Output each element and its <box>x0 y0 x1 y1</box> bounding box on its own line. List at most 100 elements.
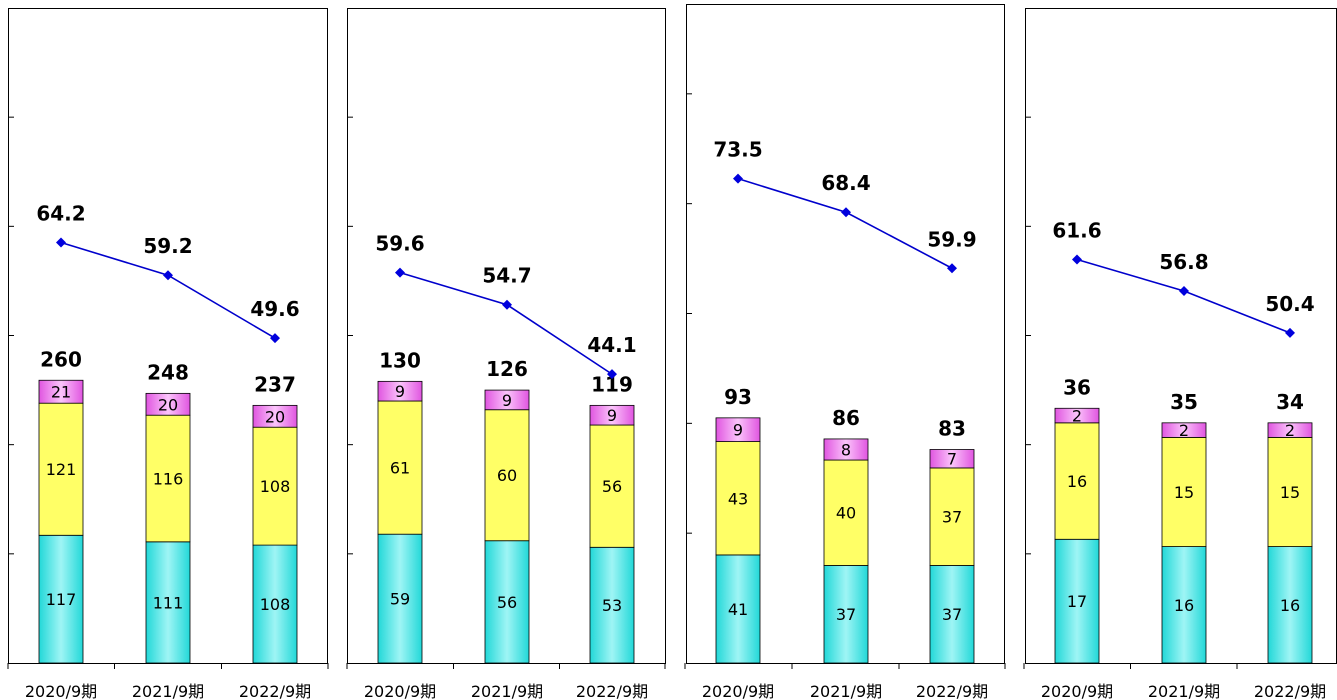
line-point <box>395 267 405 278</box>
line-point <box>1072 254 1082 265</box>
line-point-label: 68.4 <box>821 171 870 195</box>
bar-segment-middle-label: 121 <box>46 460 77 479</box>
bar-segment-top-label: 21 <box>51 383 71 402</box>
bar-segment-middle-label: 56 <box>602 477 622 496</box>
bar-total-label: 248 <box>147 360 189 384</box>
bar-total-label: 83 <box>938 416 966 440</box>
line-point <box>733 173 743 184</box>
bar-segment-bottom-label: 16 <box>1280 596 1300 615</box>
bar-segment-bottom <box>715 554 761 664</box>
line-point-label: 56.8 <box>1159 250 1208 274</box>
bar-segment-middle-label: 16 <box>1067 472 1087 491</box>
bar-segment-top <box>252 404 298 428</box>
bar-segment-bottom-label: 17 <box>1067 592 1087 611</box>
x-tick-label: 2021/9期 <box>810 682 882 700</box>
line-point-label: 61.6 <box>1052 219 1101 243</box>
x-tick-label: 2021/9期 <box>132 682 204 700</box>
bar-total-label: 260 <box>40 347 82 371</box>
bar-segment-bottom <box>823 565 869 664</box>
bar-segment-middle-label: 116 <box>153 470 184 489</box>
bar-segment-middle-label: 15 <box>1174 483 1194 502</box>
chart-panel-2: 596191302020/9期566091262021/9期5356911920… <box>346 8 666 700</box>
bar-segment-middle <box>145 414 191 543</box>
x-tick-label: 2022/9期 <box>1254 682 1326 700</box>
line-point <box>502 299 512 310</box>
bar-segment-top <box>1161 422 1207 438</box>
chart-panel-1: 117 121 21 260 2020/9期 111 116 20 248 2021/9期 108 1… <box>7 8 329 700</box>
bar-segment-bottom <box>484 540 530 664</box>
bar-segment-bottom <box>929 565 975 664</box>
x-tick-label: 2020/9期 <box>702 682 774 700</box>
bar-segment-middle-label: 108 <box>260 477 291 496</box>
line-point <box>607 369 617 380</box>
bar-segment-middle <box>1161 436 1207 547</box>
line-point <box>1179 285 1189 296</box>
line-point <box>270 333 280 344</box>
line-point-label: 59.9 <box>927 227 976 251</box>
bar-segment-top <box>38 379 84 404</box>
bar-segment-top-label: 2 <box>1179 421 1189 440</box>
bar-segment-top <box>377 380 423 402</box>
bar-segment-bottom-label: 37 <box>836 605 856 624</box>
bar-segment-middle <box>377 400 423 535</box>
line-point <box>1285 327 1295 338</box>
bar-segment-bottom <box>1161 546 1207 664</box>
line-point-label: 73.5 <box>713 138 762 162</box>
bar-segment-top <box>145 392 191 416</box>
chart-panel-4: 17 16 2 36 2020/9期 16 15 2 35 2021/9期 16 15 2 34 2022/… <box>1023 8 1337 700</box>
line-point <box>163 270 173 281</box>
bar-segment-top <box>589 404 635 426</box>
bar-total-label: 237 <box>254 372 296 396</box>
bar-segment-middle-label: 60 <box>497 466 517 485</box>
line-point-label: 50.4 <box>1265 292 1314 316</box>
bar-segment-top <box>1267 422 1313 438</box>
bar-segment-top-label: 8 <box>841 440 851 459</box>
line-point <box>841 207 851 218</box>
line-point-label: 54.7 <box>482 264 531 288</box>
bar-total-label: 35 <box>1170 390 1198 414</box>
line-point-label: 49.6 <box>250 297 299 321</box>
bar-segment-bottom-label: 41 <box>728 600 748 619</box>
bar-segment-top <box>1054 407 1100 424</box>
bar-total-label: 130 <box>379 348 421 372</box>
bar-total-label: 93 <box>724 385 752 409</box>
bar-segment-bottom <box>38 534 84 664</box>
line-point-label: 44.1 <box>587 333 636 357</box>
bar-segment-bottom-label: 56 <box>497 593 517 612</box>
bar-segment-middle <box>823 459 869 566</box>
bar-segment-top <box>484 389 530 411</box>
line-point <box>56 237 66 248</box>
bar-segment-middle <box>589 424 635 548</box>
bar-segment-bottom-label: 108 <box>260 595 291 614</box>
bar-segment-bottom <box>1267 546 1313 664</box>
x-tick-label: 2020/9期 <box>25 682 97 700</box>
chart-panel-3: 41 43 9 93 2020/9期 37 40 8 86 2021/9期 37 37 7 83 2022/… <box>684 4 1006 700</box>
bar-segment-top-label: 9 <box>733 421 743 440</box>
x-tick-label: 2022/9期 <box>916 682 988 700</box>
bar-segment-bottom <box>252 544 298 664</box>
x-tick-label: 2020/9期 <box>1041 682 1113 700</box>
bar-segment-top <box>823 438 869 461</box>
bar-segment-top <box>715 417 761 442</box>
line-point-label: 59.2 <box>143 234 192 258</box>
x-tick-label: 2022/9期 <box>576 682 648 700</box>
bar-total-label: 36 <box>1063 375 1091 399</box>
bar-total-label: 126 <box>486 357 528 381</box>
bar-segment-top-label: 20 <box>265 407 285 426</box>
bar-segment-middle <box>38 402 84 536</box>
x-tick-label: 2022/9期 <box>239 682 311 700</box>
bar-segment-bottom <box>377 533 423 664</box>
bar-segment-bottom-label: 117 <box>46 590 77 609</box>
line-point-label: 59.6 <box>375 232 424 256</box>
bar-segment-middle-label: 43 <box>728 489 748 508</box>
bar-segment-middle-label: 37 <box>942 508 962 527</box>
bar-segment-bottom-label: 16 <box>1174 596 1194 615</box>
bar-segment-top-label: 2 <box>1072 407 1082 426</box>
bar-segment-top-label: 9 <box>607 406 617 425</box>
line-point <box>947 263 957 274</box>
bar-segment-top-label: 20 <box>158 395 178 414</box>
bar-segment-middle-label: 15 <box>1280 483 1300 502</box>
bar-segment-middle-label: 61 <box>390 459 410 478</box>
bar-segment-top-label: 9 <box>395 382 405 401</box>
